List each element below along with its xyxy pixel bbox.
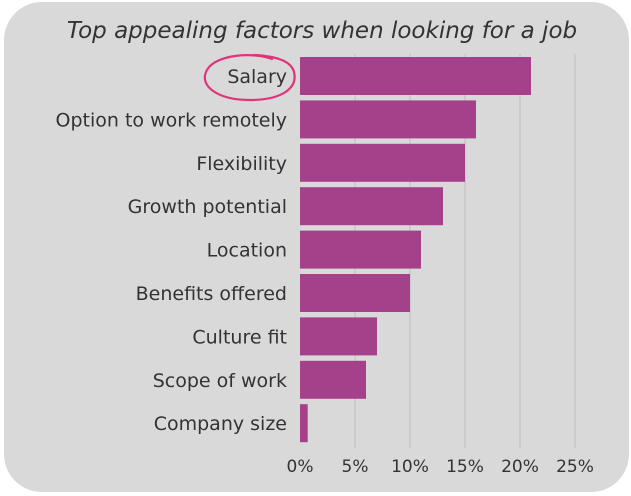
category-label: Location: [207, 240, 287, 262]
bar: [300, 57, 531, 95]
bar: [300, 317, 377, 356]
bar-chart: Top appealing factors when looking for a…: [56, 18, 594, 477]
category-labels: Salary Option to work remotely Flexibility…: [56, 66, 287, 435]
annotations: [203, 53, 296, 102]
category-label: Option to work remotely: [56, 109, 287, 131]
chart-title: Top appealing factors when looking for a…: [67, 18, 577, 44]
category-label: Flexibility: [196, 153, 287, 175]
x-tick-label: 0%: [287, 457, 314, 477]
x-tick-label: 10%: [391, 457, 429, 477]
x-tick-label: 25%: [556, 457, 594, 477]
category-label: Company size: [154, 413, 287, 435]
x-tick-label: 5%: [342, 457, 369, 477]
bar: [300, 404, 308, 443]
x-tick-label: 15%: [446, 457, 484, 477]
category-label: Scope of work: [153, 370, 287, 392]
category-label: Growth potential: [128, 196, 287, 218]
bar: [300, 230, 421, 269]
chart-card: Top appealing factors when looking for a…: [4, 2, 629, 492]
category-label: Salary: [227, 66, 287, 88]
bars: [300, 57, 531, 443]
bar: [300, 100, 476, 139]
bar: [300, 187, 443, 226]
category-label: Benefits offered: [136, 283, 287, 305]
highlight-circle: [203, 53, 296, 102]
bar: [300, 274, 410, 312]
x-tick-label: 20%: [501, 457, 539, 477]
x-axis-ticks: 0% 5% 10% 15% 20% 25%: [287, 457, 594, 477]
bar: [300, 360, 366, 399]
category-label: Culture fit: [192, 326, 287, 348]
bar: [300, 143, 465, 182]
